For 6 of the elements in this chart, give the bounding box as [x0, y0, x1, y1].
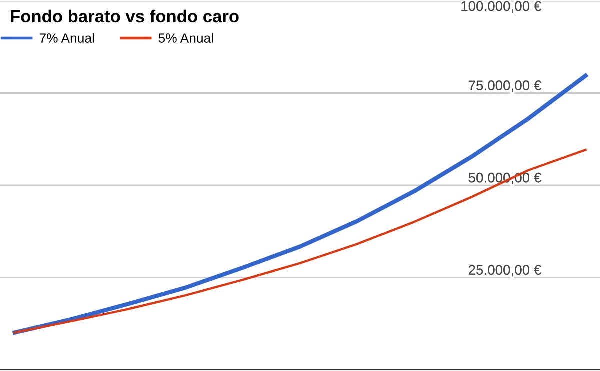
chart-title: Fondo barato vs fondo caro	[11, 10, 239, 23]
y-tick-label: 100.000,00 €	[462, 1, 542, 13]
legend-label: 5% Anual	[158, 33, 214, 43]
y-tick-label: 75.000,00 €	[469, 80, 542, 92]
y-tick-label: 25.000,00 €	[469, 265, 542, 277]
legend-label: 7% Anual	[40, 33, 94, 43]
